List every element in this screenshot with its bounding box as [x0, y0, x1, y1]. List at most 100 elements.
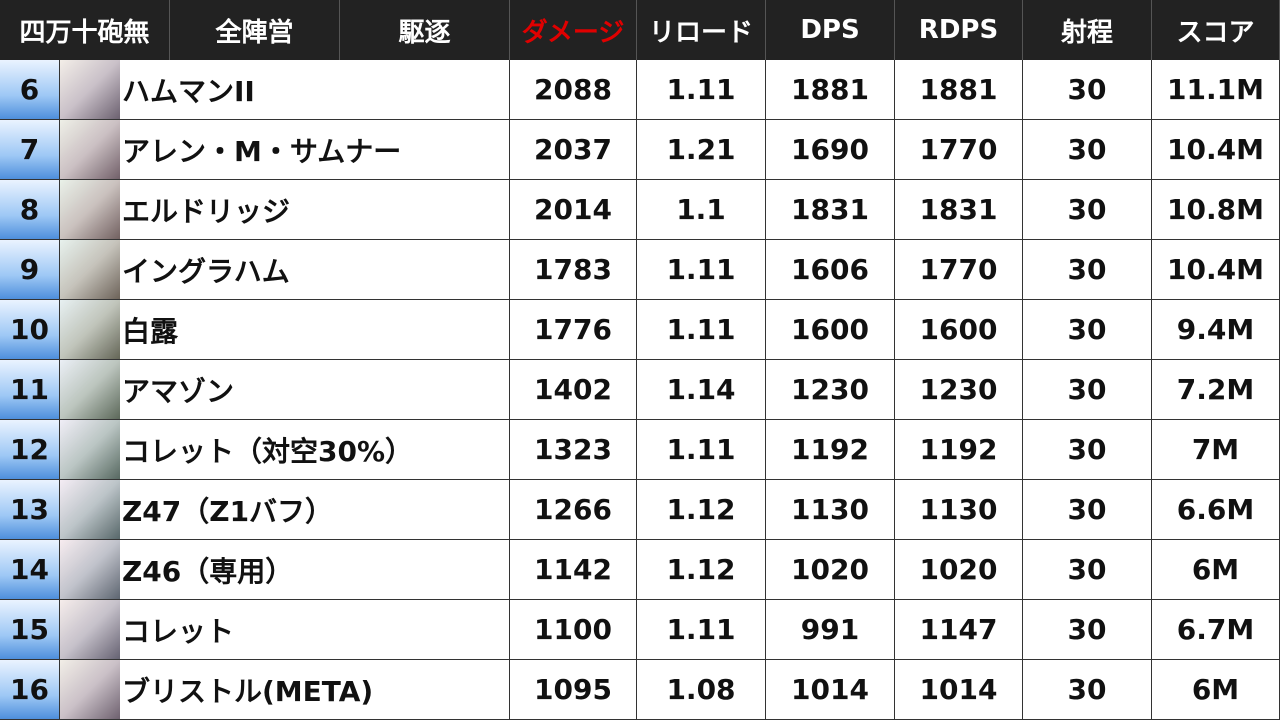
- score-cell: 6.7M: [1152, 600, 1280, 660]
- name-cell: Z46（専用）: [120, 540, 510, 600]
- range-cell: 30: [1023, 180, 1152, 240]
- rdps-cell: 1192: [895, 420, 1023, 480]
- header-cell: DPS: [766, 0, 895, 60]
- dps-cell: 1130: [766, 480, 895, 540]
- name-cell: アマゾン: [120, 360, 510, 420]
- score-cell: 10.4M: [1152, 240, 1280, 300]
- range-cell: 30: [1023, 600, 1152, 660]
- range-cell: 30: [1023, 300, 1152, 360]
- damage-cell: 1100: [510, 600, 637, 660]
- rdps-cell: 1770: [895, 240, 1023, 300]
- avatar: [60, 420, 120, 480]
- header-cell: 四万十砲無: [0, 0, 170, 60]
- name-cell: コレット: [120, 600, 510, 660]
- dps-cell: 1600: [766, 300, 895, 360]
- avatar: [60, 600, 120, 660]
- dps-cell: 1881: [766, 60, 895, 120]
- score-cell: 7.2M: [1152, 360, 1280, 420]
- rdps-cell: 1014: [895, 660, 1023, 720]
- dps-cell: 1606: [766, 240, 895, 300]
- dps-cell: 1020: [766, 540, 895, 600]
- dps-cell: 991: [766, 600, 895, 660]
- range-cell: 30: [1023, 60, 1152, 120]
- header-cell: 全陣営: [170, 0, 340, 60]
- rdps-cell: 1831: [895, 180, 1023, 240]
- rdps-cell: 1147: [895, 600, 1023, 660]
- reload-cell: 1.12: [637, 540, 766, 600]
- rank-cell: 13: [0, 480, 60, 540]
- dps-cell: 1192: [766, 420, 895, 480]
- rank-cell: 7: [0, 120, 60, 180]
- score-cell: 10.4M: [1152, 120, 1280, 180]
- avatar: [60, 540, 120, 600]
- avatar: [60, 360, 120, 420]
- header-cell: 駆逐: [340, 0, 510, 60]
- reload-cell: 1.11: [637, 600, 766, 660]
- header-cell: リロード: [637, 0, 766, 60]
- damage-cell: 1095: [510, 660, 637, 720]
- reload-cell: 1.21: [637, 120, 766, 180]
- range-cell: 30: [1023, 360, 1152, 420]
- damage-cell: 1142: [510, 540, 637, 600]
- header-cell: RDPS: [895, 0, 1023, 60]
- name-cell: ブリストル(META): [120, 660, 510, 720]
- rdps-cell: 1130: [895, 480, 1023, 540]
- name-cell: ハムマンII: [120, 60, 510, 120]
- avatar: [60, 120, 120, 180]
- score-cell: 9.4M: [1152, 300, 1280, 360]
- rank-cell: 10: [0, 300, 60, 360]
- rank-cell: 14: [0, 540, 60, 600]
- rank-cell: 6: [0, 60, 60, 120]
- score-cell: 7M: [1152, 420, 1280, 480]
- range-cell: 30: [1023, 660, 1152, 720]
- name-cell: Z47（Z1バフ）: [120, 480, 510, 540]
- rank-cell: 12: [0, 420, 60, 480]
- dps-cell: 1690: [766, 120, 895, 180]
- avatar: [60, 60, 120, 120]
- avatar: [60, 480, 120, 540]
- rank-cell: 16: [0, 660, 60, 720]
- reload-cell: 1.11: [637, 420, 766, 480]
- rank-cell: 9: [0, 240, 60, 300]
- avatar: [60, 180, 120, 240]
- avatar: [60, 240, 120, 300]
- rank-cell: 11: [0, 360, 60, 420]
- range-cell: 30: [1023, 120, 1152, 180]
- range-cell: 30: [1023, 420, 1152, 480]
- reload-cell: 1.12: [637, 480, 766, 540]
- name-cell: エルドリッジ: [120, 180, 510, 240]
- name-cell: イングラハム: [120, 240, 510, 300]
- rdps-cell: 1770: [895, 120, 1023, 180]
- name-cell: 白露: [120, 300, 510, 360]
- damage-cell: 2014: [510, 180, 637, 240]
- damage-cell: 1776: [510, 300, 637, 360]
- reload-cell: 1.11: [637, 300, 766, 360]
- damage-cell: 2037: [510, 120, 637, 180]
- dps-cell: 1831: [766, 180, 895, 240]
- dps-cell: 1230: [766, 360, 895, 420]
- damage-cell: 1323: [510, 420, 637, 480]
- name-cell: コレット（対空30%）: [120, 420, 510, 480]
- dps-cell: 1014: [766, 660, 895, 720]
- header-cell: 射程: [1023, 0, 1152, 60]
- reload-cell: 1.14: [637, 360, 766, 420]
- rank-cell: 15: [0, 600, 60, 660]
- rdps-cell: 1600: [895, 300, 1023, 360]
- reload-cell: 1.1: [637, 180, 766, 240]
- name-cell: アレン・M・サムナー: [120, 120, 510, 180]
- header-cell: ダメージ: [510, 0, 637, 60]
- header-cell: スコア: [1152, 0, 1280, 60]
- damage-cell: 1783: [510, 240, 637, 300]
- damage-cell: 2088: [510, 60, 637, 120]
- reload-cell: 1.08: [637, 660, 766, 720]
- avatar: [60, 660, 120, 720]
- reload-cell: 1.11: [637, 240, 766, 300]
- damage-cell: 1266: [510, 480, 637, 540]
- avatar: [60, 300, 120, 360]
- damage-cell: 1402: [510, 360, 637, 420]
- score-cell: 6.6M: [1152, 480, 1280, 540]
- reload-cell: 1.11: [637, 60, 766, 120]
- range-cell: 30: [1023, 480, 1152, 540]
- score-cell: 11.1M: [1152, 60, 1280, 120]
